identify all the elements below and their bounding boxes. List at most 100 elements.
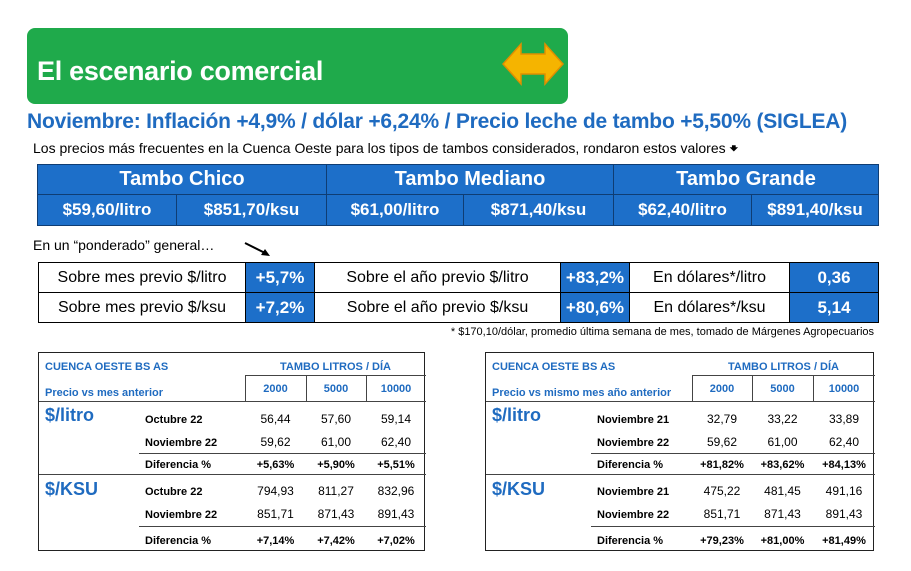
tambo-mediano-ksu: $871,40/ksu [463,194,614,226]
variation-table: Sobre mes previo $/litro +5,7% Sobre el … [38,262,879,323]
variation-row: Sobre mes previo $/ksu +7,2% Sobre el añ… [38,292,879,323]
row-label: Noviembre 21 [597,414,670,426]
unit-label-litro: $/litro [492,405,542,425]
row-label: Noviembre 21 [597,486,670,498]
variation-value: +5,7% [245,262,315,293]
value-cell: 871,43 [764,507,801,521]
intro-text: Los precios más frecuentes en la Cuenca … [33,138,738,162]
col-header: 10000 [828,383,860,395]
unit-label-litro: $/litro [45,405,95,425]
tambo-mediano-litro: $61,00/litro [326,194,464,226]
tambo-chico-ksu: $851,70/ksu [176,194,327,226]
table-title: CUENCA OESTE BS AS [492,361,616,373]
diff-cell: +7,42% [317,535,355,547]
ponderado-label: En un “ponderado” general… [33,237,215,253]
row-label: Noviembre 22 [145,437,218,449]
row-label: Octubre 22 [145,486,203,498]
variation-value: 0,36 [789,262,879,293]
value-cell: 62,40 [380,435,412,449]
value-cell: 32,79 [706,412,738,426]
row-label: Noviembre 22 [597,437,670,449]
diff-cell: +81,00% [760,535,805,547]
tambo-mediano-header: Tambo Mediano [326,164,614,195]
table-subtitle: Precio vs mismo mes año anterior [492,387,672,399]
row-label: Diferencia % [597,459,664,471]
row-label: Diferencia % [145,459,212,471]
tambo-grande-litro: $62,40/litro [613,194,752,226]
tambo-chico-header: Tambo Chico [37,164,327,195]
down-arrow-icon: 🠻 [729,140,739,156]
unit-label-ksu: $/KSU [45,479,99,499]
variation-label: Sobre mes previo $/litro [38,262,246,293]
arrow-down-right-icon [244,242,270,256]
col-header: 2000 [263,383,288,395]
value-cell: 491,16 [825,484,863,498]
diff-cell: +5,51% [377,459,415,471]
diff-cell: +81,82% [700,459,744,471]
variation-label: Sobre el año previo $/ksu [314,292,561,323]
value-cell: 481,45 [764,484,801,498]
banner-title: El escenario comercial [37,56,324,86]
value-cell: 33,89 [828,412,860,426]
value-cell: 59,62 [706,435,738,449]
table-title: CUENCA OESTE BS AS [45,361,169,373]
variation-value: 5,14 [789,292,879,323]
double-arrow-icon [501,42,565,86]
variation-value: +80,6% [560,292,630,323]
diff-cell: +79,23% [700,535,744,547]
diff-cell: +7,14% [256,535,295,547]
col-header: 2000 [709,383,735,395]
value-cell: 33,22 [767,412,798,426]
tambo-grande-ksu: $891,40/ksu [751,194,879,226]
row-label: Noviembre 22 [597,509,670,521]
value-cell: 871,43 [317,507,355,521]
row-label: Diferencia % [145,535,212,547]
col-header: 10000 [380,383,412,395]
row-label: Noviembre 22 [145,509,218,521]
diff-cell: +83,62% [760,459,805,471]
value-cell: 59,14 [380,412,412,426]
value-cell: 475,22 [703,484,741,498]
diff-cell: +5,63% [256,459,295,471]
tambo-litros-header: TAMBO LITROS / DÍA [279,361,391,373]
col-header: 5000 [323,383,349,395]
value-cell: 61,00 [320,435,352,449]
intro-label: Los precios más frecuentes en la Cuenca … [33,140,726,156]
diff-cell: +7,02% [377,535,415,547]
variation-label: Sobre el año previo $/litro [314,262,561,293]
tambo-prices-table: Tambo Chico Tambo Mediano Tambo Grande $… [37,164,879,226]
variation-value: +7,2% [245,292,315,323]
value-cell: 811,27 [318,484,354,498]
right-detail-table: CUENCA OESTE BS AS Precio vs mismo mes a… [485,352,875,551]
variation-row: Sobre mes previo $/litro +5,7% Sobre el … [38,262,879,293]
variation-label: Sobre mes previo $/ksu [38,292,246,323]
left-detail-table: CUENCA OESTE BS AS Precio vs mes anterio… [38,352,426,551]
row-label: Octubre 22 [145,414,203,426]
table-subtitle: Precio vs mes anterior [45,387,164,399]
section-banner: El escenario comercial [27,28,568,104]
value-cell: 851,71 [703,507,741,521]
headline: Noviembre: Inflación +4,9% / dólar +6,24… [27,110,848,133]
variation-label: En dólares*/ksu [629,292,790,323]
unit-label-ksu: $/KSU [492,479,546,499]
col-header: 5000 [770,383,795,395]
footnote: * $170,10/dólar, promedio última semana … [450,326,874,338]
tambo-grande-header: Tambo Grande [613,164,879,195]
value-cell: 851,71 [257,507,294,521]
value-cell: 57,60 [320,412,352,426]
row-label: Diferencia % [597,535,664,547]
value-cell: 794,93 [257,484,294,498]
variation-value: +83,2% [560,262,630,293]
diff-cell: +5,90% [317,459,355,471]
tambo-litros-header: TAMBO LITROS / DÍA [727,361,839,373]
value-cell: 61,00 [767,435,798,449]
value-cell: 62,40 [828,435,860,449]
variation-label: En dólares*/litro [629,262,790,293]
tambo-chico-litro: $59,60/litro [37,194,177,226]
value-cell: 59,62 [260,435,291,449]
diff-cell: +81,49% [822,535,866,547]
value-cell: 832,96 [377,484,415,498]
value-cell: 891,43 [377,507,415,521]
diff-cell: +84,13% [822,459,866,471]
value-cell: 56,44 [260,412,291,426]
